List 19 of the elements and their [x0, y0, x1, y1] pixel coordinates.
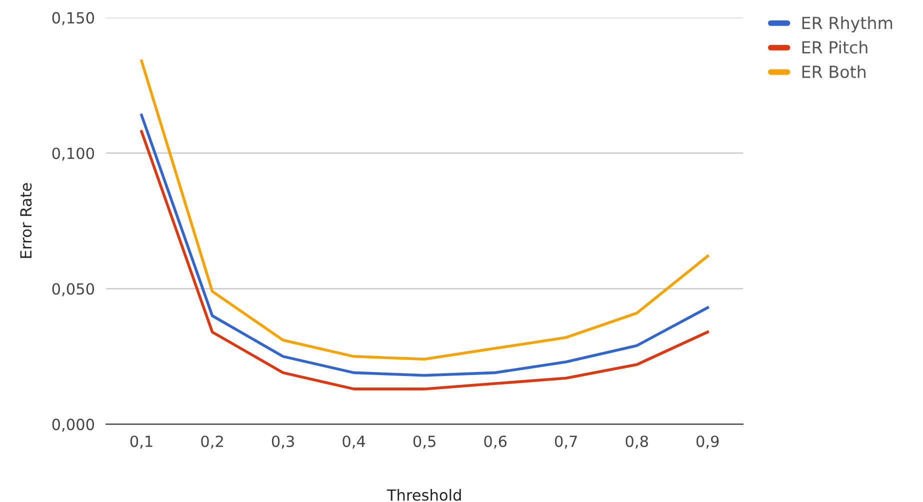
legend-label: ER Pitch — [802, 40, 868, 54]
x-tick-label: 0,3 — [272, 436, 294, 449]
y-tick-label: 0,100 — [52, 148, 94, 161]
x-tick-label: 0,5 — [413, 436, 436, 449]
x-tick-label: 0,8 — [626, 436, 648, 449]
x-axis-title: Threshold — [386, 488, 461, 501]
legend-label: ER Rhythm — [802, 16, 892, 32]
x-tick-label: 0,9 — [696, 436, 719, 449]
legend-label: ER Both — [802, 65, 866, 78]
y-axis-title: Error Rate — [20, 183, 32, 258]
x-tick-label: 0,6 — [484, 436, 507, 449]
x-tick-label: 0,4 — [342, 436, 366, 449]
x-tick-label: 0,1 — [130, 436, 152, 449]
y-tick-label: 0,050 — [52, 283, 94, 296]
x-tick-label: 0,2 — [201, 436, 223, 449]
y-tick-label: 0,000 — [52, 418, 94, 432]
line-series — [140, 60, 710, 361]
x-tick-label: 0,7 — [554, 436, 577, 449]
y-tick-label: 0,150 — [52, 12, 94, 26]
